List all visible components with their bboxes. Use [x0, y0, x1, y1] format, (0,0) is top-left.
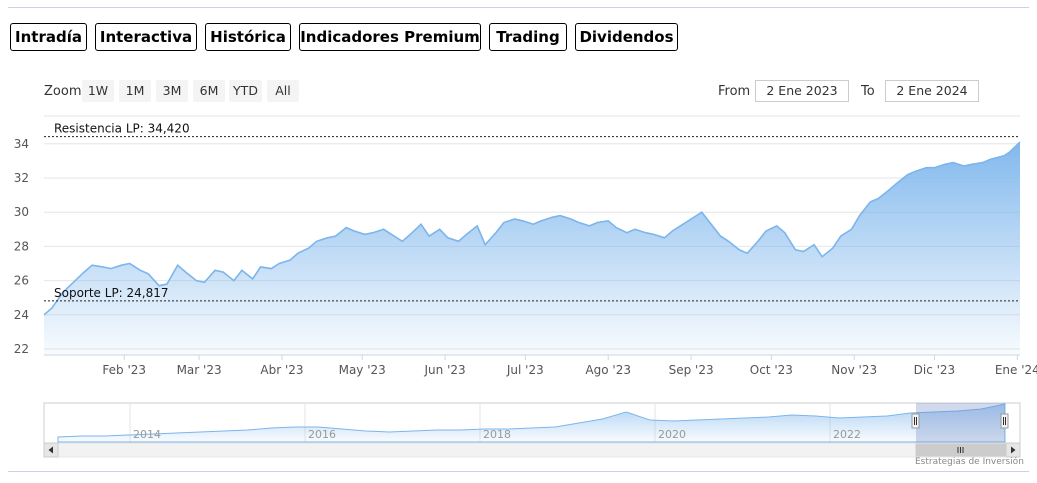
navigator-year-label: 2014 — [133, 428, 161, 441]
x-tick-label: Mar '23 — [177, 363, 222, 377]
x-tick-label: Dic '23 — [914, 363, 956, 377]
zoom-1w-button[interactable]: 1W — [82, 80, 114, 102]
zoom-label: Zoom — [44, 84, 82, 99]
x-axis-ticks: Feb '23 Mar '23 Abr '23 May '23 Jun '23 Jul '… — [102, 355, 1037, 377]
zoom-1m-button[interactable]: 1M — [119, 80, 151, 102]
x-tick-label: Sep '23 — [669, 363, 714, 377]
scrollbar-track[interactable] — [43, 442, 1021, 458]
navigator-year-label: 2018 — [483, 428, 511, 441]
plot-line-label: Resistencia LP: 34,420 — [54, 122, 190, 136]
y-tick-label: 30 — [14, 205, 29, 219]
navigator-selection[interactable] — [916, 403, 1005, 443]
zoom-3m-button[interactable]: 3M — [156, 80, 188, 102]
tab-interactiva[interactable]: Interactiva — [95, 23, 197, 51]
from-label: From — [718, 84, 751, 99]
y-tick-label: 26 — [14, 274, 29, 288]
tab-intradia[interactable]: Intradía — [10, 23, 87, 51]
navigator-right-handle[interactable] — [1000, 413, 1009, 429]
series-area — [44, 142, 1020, 355]
tab-indicadores-premium[interactable]: Indicadores Premium — [299, 23, 481, 51]
to-label: To — [861, 84, 875, 99]
navigator-year-label: 2022 — [833, 428, 861, 441]
x-tick-label: Feb '23 — [102, 363, 146, 377]
tab-dividendos[interactable]: Dividendos — [575, 23, 678, 51]
scroll-left-arrow-icon — [48, 446, 53, 454]
x-tick-label: Abr '23 — [260, 363, 303, 377]
navigator-series — [57, 403, 1006, 443]
scroll-right-arrow-icon — [1011, 446, 1016, 454]
navigator-left-handle[interactable] — [911, 413, 920, 429]
y-tick-label: 28 — [14, 239, 29, 253]
x-tick-label: May '23 — [339, 363, 386, 377]
navigator-year-labels: 2014 2016 2018 2020 2022 — [133, 428, 861, 441]
x-tick-label: Oct '23 — [750, 363, 793, 377]
to-date-input[interactable]: 2 Ene 2024 — [885, 80, 979, 102]
y-tick-label: 22 — [14, 342, 29, 356]
navigator-year-label: 2016 — [308, 428, 336, 441]
x-tick-label: Jul '23 — [506, 363, 544, 377]
x-tick-label: Ago '23 — [585, 363, 631, 377]
zoom-all-button[interactable]: All — [267, 80, 299, 102]
y-axis-ticks: 22 24 26 28 30 32 34 — [14, 137, 29, 356]
from-date-input[interactable]: 2 Ene 2023 — [755, 80, 849, 102]
tab-historica[interactable]: Histórica — [205, 23, 291, 51]
series-line — [43, 141, 1021, 316]
scrollbar[interactable] — [43, 442, 1021, 458]
zoom-6m-button[interactable]: 6M — [193, 80, 225, 102]
x-tick-label: Nov '23 — [831, 363, 877, 377]
zoom-ytd-button[interactable]: YTD — [229, 80, 262, 102]
y-tick-label: 24 — [14, 308, 29, 322]
y-tick-label: 34 — [14, 137, 29, 151]
plot-line-label: Soporte LP: 24,817 — [54, 286, 169, 300]
navigator[interactable]: 2014 2016 2018 2020 2022 — [43, 402, 1021, 444]
top-divider — [8, 7, 1029, 8]
x-tick-label: Ene '24 — [995, 363, 1037, 377]
navigator-year-label: 2020 — [658, 428, 686, 441]
x-tick-label: Jun '23 — [424, 363, 466, 377]
y-tick-label: 32 — [14, 171, 29, 185]
bottom-divider — [8, 471, 1029, 472]
credits-text: Estrategias de Inversión — [915, 457, 1024, 467]
plot-lines: Resistencia LP: 34,420 Soporte LP: 24,817 — [44, 122, 1020, 302]
tab-trading[interactable]: Trading — [489, 23, 567, 51]
